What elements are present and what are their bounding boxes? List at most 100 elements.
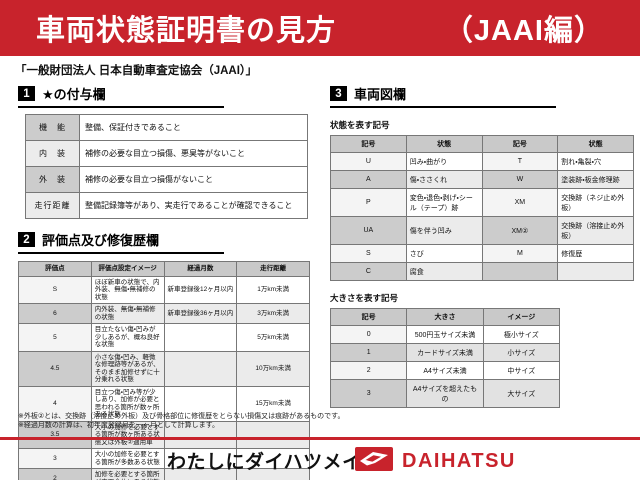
right-column: 3 車両図欄 状態を表す記号 記号 状態 記号 状態 U 凹み・曲がり T 割れ… (329, 84, 634, 408)
size-code: 0 (329, 325, 408, 344)
daihatsu-logo-icon (355, 447, 393, 476)
column-header: 状態 (405, 135, 483, 153)
criteria-label: 外 装 (25, 166, 80, 193)
table-row: A 傷・ささくれ W 塗装跡・板金修理跡 (330, 170, 634, 189)
grade-value: 2 (18, 468, 92, 480)
table-row: 機 能 整備、保証付きであること (25, 114, 308, 141)
symbol-desc: 塗装跡・板金修理跡 (557, 170, 634, 189)
criteria-desc: 整備記録簿等があり、実走行であることが確認できること (79, 192, 308, 219)
table-row: 6 内外装、無傷・無補修の状態 新車登録後36ヶ月以内 3万km未満 (18, 303, 310, 324)
grade-mileage (236, 448, 310, 469)
symbol-desc: 傷・ささくれ (405, 170, 483, 189)
size-image: 大サイズ (482, 379, 561, 408)
table-row: 2 加修を必要とする箇所が車両全体にある状態 (18, 468, 310, 480)
symbol-code: P (330, 188, 407, 217)
size-symbols-table: 記号 大きさ イメージ 0 500円玉サイズ未満 極小サイズ 1 カードサイズ未… (329, 308, 561, 408)
symbol-code: XM② (481, 216, 559, 245)
grade-mileage: 5万km未満 (236, 323, 310, 352)
size-image: 中サイズ (482, 361, 561, 380)
section3-number-badge: 3 (330, 86, 347, 101)
column-header: イメージ (482, 308, 561, 326)
grade-mileage (236, 468, 310, 480)
grade-desc: 内外装、無傷・無補修の状態 (90, 303, 165, 324)
table-row: S ほぼ新車の状態で、内外装、無傷・無補修の状態 新車登録後12ヶ月以内 1万k… (18, 275, 310, 304)
grade-value: 3.5 (18, 420, 92, 449)
grade-desc: 目立つ傷・凹み等が少しあり、加修が必要と思われる箇所が数ヶ所ある状態 (90, 385, 165, 422)
grade-months: 新車登録後36ヶ月以内 (163, 303, 238, 324)
size-code: 1 (329, 343, 408, 362)
table-row: UA 傷を伴う凹み XM② 交換跡（溶接止め外板） (330, 216, 634, 245)
section2-number-badge: 2 (18, 232, 35, 247)
grade-value: 4 (18, 385, 92, 422)
symbol-desc (557, 262, 634, 281)
size-desc: カードサイズ未満 (406, 343, 484, 362)
size-code: 3 (329, 379, 408, 408)
footnote-line: ※外板②とは、交換跡（溶接止め外板）及び骨格部位に修復歴をとらない損傷又は痕跡が… (18, 413, 345, 420)
section1-number-badge: 1 (18, 86, 35, 101)
footnotes: ※外板②とは、交換跡（溶接止め外板）及び骨格部位に修復歴をとらない損傷又は痕跡が… (18, 412, 344, 430)
symbol-code: S (330, 244, 407, 263)
grade-desc: 目立たない傷・凹みが少しあるが、概ね良好な状態 (90, 323, 165, 352)
criteria-label: 走行距離 (25, 192, 80, 219)
left-column: 1 ★の付与欄 機 能 整備、保証付きであること 内 装 補修の必要な目立つ損傷… (18, 84, 314, 480)
table-row: 外 装 補修の必要な目立つ損傷がないこと (25, 166, 308, 193)
footnote-line: ※経過月数の計算は、初年度登録月を一ヶ月として計算します。 (18, 422, 219, 429)
criteria-desc: 補修の必要な目立つ損傷がないこと (79, 166, 308, 193)
grade-months (163, 420, 238, 449)
column-header: 記号 (329, 308, 408, 326)
grade-mileage: 15万km未満 (236, 385, 310, 422)
symbol-desc: さび (405, 244, 483, 263)
state-symbols-table: 記号 状態 記号 状態 U 凹み・曲がり T 割れ・亀裂・穴 A 傷・ささくれ … (330, 135, 634, 281)
table-row: 3 A4サイズを超えたもの 大サイズ (329, 379, 561, 408)
column-header: 評価点設定イメージ (90, 261, 165, 277)
page-title-suffix: （JAAI編） (443, 15, 604, 47)
column-header: 評価点 (18, 261, 92, 277)
grade-value: 4.5 (18, 350, 92, 387)
symbol-code: M (481, 244, 559, 263)
grade-months (163, 385, 238, 422)
slogan-text: わたしにダイハツメイ (167, 452, 362, 473)
daihatsu-brand: DAIHATSU (355, 447, 516, 476)
section2-title: 評価点及び修復歴欄 (42, 233, 160, 248)
table-row: 内 装 補修の必要な目立つ損傷、悪臭等がないこと (25, 140, 308, 167)
grade-desc: 加修を必要とする箇所が車両全体にある状態 (90, 468, 165, 480)
symbol-code: C (330, 262, 407, 281)
size-image: 極小サイズ (482, 325, 561, 344)
table-row: 3.5 大小の加修を必要とする箇所が数ヶ所ある状態又は外板②適用車 (18, 420, 310, 449)
column-header: 記号 (330, 135, 407, 153)
symbol-desc: 交換跡（ネジ止め外板） (557, 188, 634, 217)
symbol-desc: 交換跡（溶接止め外板） (557, 216, 634, 245)
grade-mileage (236, 420, 310, 449)
symbol-desc: 変色・退色・剥げ・シール（テープ）跡 (405, 188, 483, 217)
size-desc: A4サイズ未満 (406, 361, 484, 380)
grade-months: 新車登録後12ヶ月以内 (163, 275, 238, 304)
table-row: 4 目立つ傷・凹み等が少しあり、加修が必要と思われる箇所が数ヶ所ある状態 15万… (18, 385, 310, 422)
grade-history-table: 評価点 評価点設定イメージ 経過月数 走行距離 S ほぼ新車の状態で、内外装、無… (18, 261, 310, 480)
organization-name: 「一般財団法人 日本自動車査定協会（JAAI）」 (15, 65, 258, 77)
symbol-desc: 腐食 (405, 262, 483, 281)
criteria-desc: 整備、保証付きであること (79, 114, 308, 141)
table-row: S さび M 修復歴 (330, 244, 634, 263)
symbol-desc: 傷を伴う凹み (405, 216, 483, 245)
symbol-code: XM (481, 188, 559, 217)
size-desc: A4サイズを超えたもの (406, 379, 484, 408)
grade-value: 6 (18, 303, 92, 324)
column-header: 記号 (481, 135, 559, 153)
criteria-label: 内 装 (25, 140, 80, 167)
grade-desc: ほぼ新車の状態で、内外装、無傷・無補修の状態 (90, 275, 165, 304)
grade-desc: 小さな傷・凹み、軽微な修理跡等があるが、そのまま加修せずに十分乗れる状態 (90, 350, 165, 387)
symbol-code: W (481, 170, 559, 189)
size-desc: 500円玉サイズ未満 (406, 325, 484, 344)
symbol-code: A (330, 170, 407, 189)
symbol-desc: 凹み・曲がり (405, 152, 483, 171)
grade-months (163, 323, 238, 352)
size-symbols-label: 大きさを表す記号 (330, 293, 399, 303)
grade-value: S (18, 275, 92, 304)
grade-desc: 大小の加修を必要とする箇所が多数ある状態 (90, 448, 165, 469)
section1-heading: 1 ★の付与欄 (18, 84, 224, 108)
daihatsu-slogan: わたしにダイハツメイ。 (167, 447, 381, 474)
brand-name: DAIHATSU (402, 450, 516, 472)
table-row: 走行距離 整備記録簿等があり、実走行であることが確認できること (25, 192, 308, 219)
table-row: P 変色・退色・剥げ・シール（テープ）跡 XM 交換跡（ネジ止め外板） (330, 188, 634, 217)
